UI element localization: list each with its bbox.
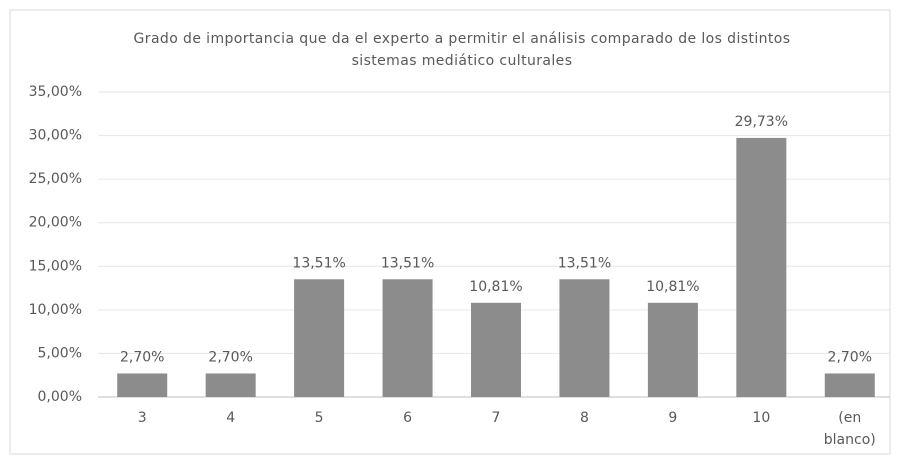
x-tick-label: 7 — [491, 410, 501, 426]
data-label: 13,51% — [381, 255, 434, 271]
y-tick-label: 15,00% — [29, 258, 82, 274]
bar — [647, 302, 698, 397]
bar — [471, 302, 521, 397]
bar — [205, 373, 256, 397]
y-tick-label: 25,00% — [29, 171, 82, 187]
data-label: 10,81% — [469, 279, 522, 295]
y-tick-label: 0,00% — [38, 389, 82, 405]
x-tick-label: 5 — [314, 410, 324, 426]
x-tick-label: 10 — [752, 410, 771, 426]
x-tick-label: 4 — [226, 410, 236, 426]
bar — [736, 137, 787, 397]
x-tick-label: 8 — [579, 410, 589, 426]
y-tick-label: 30,00% — [29, 128, 82, 144]
bar — [559, 279, 610, 397]
bar — [294, 279, 345, 397]
bar — [824, 373, 875, 397]
y-tick-label: 35,00% — [29, 84, 82, 100]
x-tick-label: (en blanco) — [823, 410, 876, 448]
data-label: 2,70% — [828, 349, 872, 365]
data-label: 13,51% — [292, 255, 345, 271]
x-tick-label: 3 — [137, 410, 147, 426]
data-label: 13,51% — [558, 255, 611, 271]
y-tick-label: 20,00% — [29, 215, 82, 231]
y-tick-label: 10,00% — [29, 302, 82, 318]
data-label: 10,81% — [646, 279, 699, 295]
data-label: 29,73% — [735, 114, 788, 130]
x-tick-label: 6 — [403, 410, 412, 426]
chart-title: Grado de importancia que da el experto a… — [133, 31, 791, 69]
y-tick-label: 5,00% — [38, 345, 82, 361]
x-tick-label: 9 — [668, 410, 678, 426]
bar — [382, 279, 433, 397]
data-label: 2,70% — [208, 349, 252, 365]
bar — [117, 373, 168, 397]
data-label: 2,70% — [120, 349, 164, 365]
